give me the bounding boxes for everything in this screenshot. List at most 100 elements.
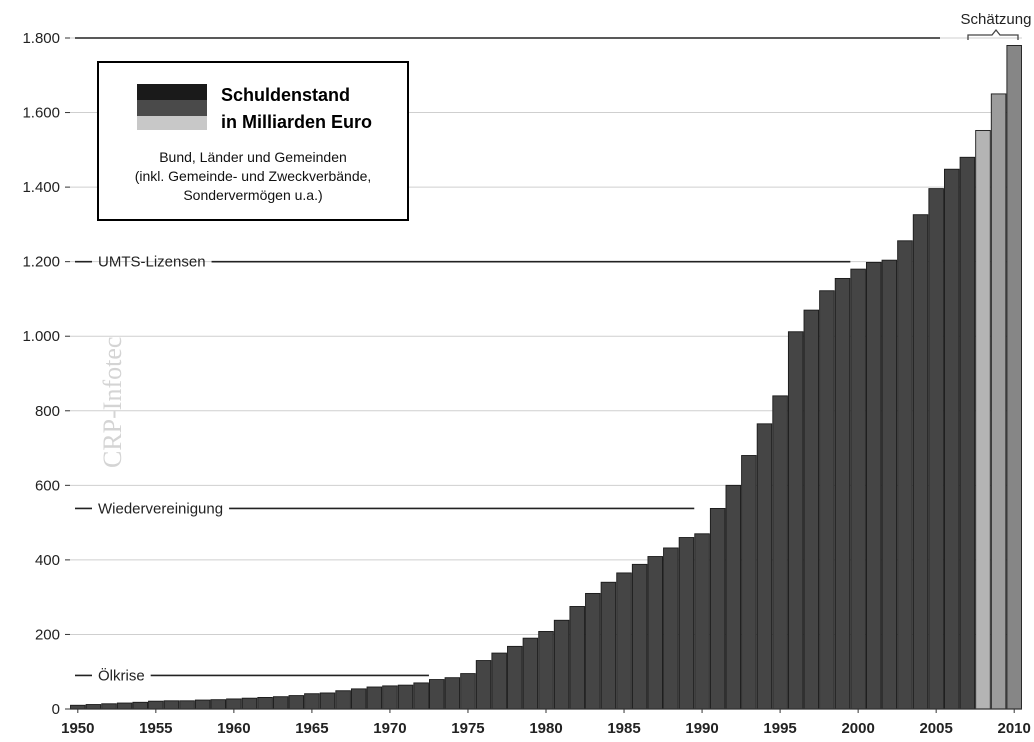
- x-tick-label: 2000: [841, 720, 874, 737]
- bar-1958: [194, 699, 211, 710]
- bar-1983: [585, 592, 601, 710]
- bar-1976: [475, 660, 492, 710]
- bar-1960: [226, 698, 242, 710]
- legend-desc-line3: Sondervermögen u.a.): [183, 187, 322, 203]
- bar-1999: [834, 277, 851, 710]
- bar-1967: [335, 690, 351, 710]
- x-tick-label: 2005: [919, 720, 952, 737]
- bar-1975: [460, 673, 476, 710]
- bar-1974: [444, 677, 461, 710]
- bar-1966: [319, 692, 336, 710]
- bar-2005: [928, 188, 944, 710]
- bar-1993: [741, 455, 757, 710]
- x-tick-label: 1950: [61, 720, 94, 737]
- legend-swatch-light: [137, 116, 207, 130]
- legend-swatch-dark: [137, 84, 207, 100]
- bar-2009: [990, 93, 1007, 710]
- bar-2008: [975, 129, 991, 710]
- bar-1964: [288, 695, 305, 710]
- y-tick-label: 1.800: [22, 30, 60, 47]
- bar-1982: [569, 606, 585, 710]
- bar-1969: [366, 686, 383, 710]
- bar-1970: [382, 685, 398, 710]
- legend-title-line2: in Milliarden Euro: [221, 112, 372, 132]
- x-tick-label: 2010: [998, 720, 1031, 737]
- y-axis-ticks: 0 200 400 600 800 1.000 1.200 1.400 1.600 1.800: [22, 30, 70, 718]
- bar-1995: [772, 395, 788, 710]
- annotation-label: Wiedervereinigung: [98, 500, 223, 517]
- bar-1986: [631, 563, 648, 710]
- legend-swatch-mid: [137, 100, 207, 116]
- bar-1997: [803, 309, 820, 710]
- bar-2003: [897, 240, 913, 710]
- bar-1990: [694, 533, 710, 710]
- bar-1952: [101, 703, 117, 710]
- bar-1978: [507, 645, 523, 710]
- bar-1996: [787, 331, 804, 710]
- bar-1972: [413, 682, 429, 710]
- bar-1955: [148, 700, 164, 710]
- bar-1987: [647, 556, 663, 710]
- bar-2002: [881, 259, 898, 710]
- bar-1953: [116, 702, 133, 710]
- bar-1956: [163, 700, 180, 710]
- x-tick-label: 1975: [451, 720, 484, 737]
- x-tick-label: 1955: [139, 720, 172, 737]
- legend-title-line1: Schuldenstand: [221, 85, 350, 105]
- y-tick-label: 800: [35, 403, 60, 420]
- legend: Schuldenstand in Milliarden Euro Bund, L…: [97, 61, 409, 221]
- y-tick-label: 1.400: [22, 179, 60, 196]
- bar-1959: [210, 699, 227, 710]
- bar-1965: [304, 693, 320, 710]
- bar-1992: [725, 484, 742, 710]
- bar-2000: [850, 268, 866, 710]
- annotation-label: UMTS-Lizensen: [98, 254, 206, 271]
- legend-desc-line2: (inkl. Gemeinde- und Zweckverbände,: [135, 168, 372, 184]
- estimate-label: Schätzung: [961, 11, 1032, 28]
- estimate-bracket: Schätzung: [961, 11, 1032, 40]
- bar-1954: [132, 701, 148, 710]
- y-tick-label: 400: [35, 552, 60, 569]
- bar-1951: [85, 704, 102, 710]
- bar-series: [70, 45, 1022, 710]
- bar-1963: [272, 696, 289, 710]
- y-tick-label: 200: [35, 626, 60, 643]
- bar-1973: [429, 679, 445, 710]
- bar-1971: [397, 684, 414, 710]
- x-tick-label: 1965: [295, 720, 328, 737]
- x-axis-ticks: 1950 1955 1960 1965 1970 1975 1980 1985 1990 1995…: [61, 709, 1031, 737]
- bar-1994: [756, 423, 773, 710]
- watermark: CRP-Infotec: [98, 337, 127, 468]
- bar-1984: [600, 581, 617, 710]
- bar-2007: [959, 156, 976, 710]
- annotation-label: Ölkrise: [98, 666, 145, 684]
- y-tick-label: 1.600: [22, 105, 60, 122]
- y-tick-label: 0: [52, 701, 60, 718]
- x-tick-label: 1995: [763, 720, 796, 737]
- bar-1957: [179, 700, 195, 710]
- bar-1977: [491, 652, 507, 710]
- bar-1979: [522, 637, 539, 710]
- bar-1968: [350, 688, 367, 710]
- bar-1985: [616, 572, 632, 710]
- bar-2006: [944, 168, 960, 710]
- bar-1991: [709, 507, 726, 710]
- x-tick-label: 1970: [373, 720, 406, 737]
- x-tick-label: 1980: [529, 720, 562, 737]
- bar-2004: [912, 214, 929, 710]
- y-tick-label: 1.000: [22, 328, 60, 345]
- x-tick-label: 1990: [685, 720, 718, 737]
- legend-desc-line1: Bund, Länder und Gemeinden: [159, 149, 347, 165]
- bar-1988: [663, 547, 679, 710]
- bar-1981: [553, 619, 570, 710]
- bar-2010: [1006, 45, 1022, 710]
- bar-1998: [819, 290, 835, 710]
- bar-1962: [257, 696, 273, 710]
- x-tick-label: 1985: [607, 720, 640, 737]
- y-tick-label: 600: [35, 477, 60, 494]
- bar-1961: [241, 697, 258, 710]
- event-annotations: Ölkrise Wiedervereinigung UMTS-Lizensen: [75, 37, 940, 684]
- bar-1989: [678, 537, 695, 710]
- x-tick-label: 1960: [217, 720, 250, 737]
